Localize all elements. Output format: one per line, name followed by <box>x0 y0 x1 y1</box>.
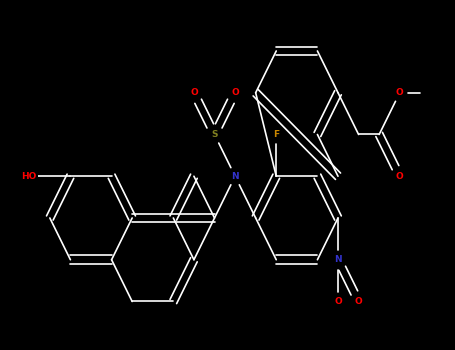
Text: S: S <box>211 130 218 139</box>
Text: O: O <box>231 88 239 97</box>
Text: N: N <box>231 172 239 181</box>
Text: O: O <box>355 297 363 306</box>
Text: O: O <box>190 88 198 97</box>
Text: N: N <box>334 255 342 264</box>
Text: O: O <box>334 297 342 306</box>
Text: O: O <box>396 172 404 181</box>
Text: HO: HO <box>21 172 37 181</box>
Text: O: O <box>396 88 404 97</box>
Text: F: F <box>273 130 279 139</box>
